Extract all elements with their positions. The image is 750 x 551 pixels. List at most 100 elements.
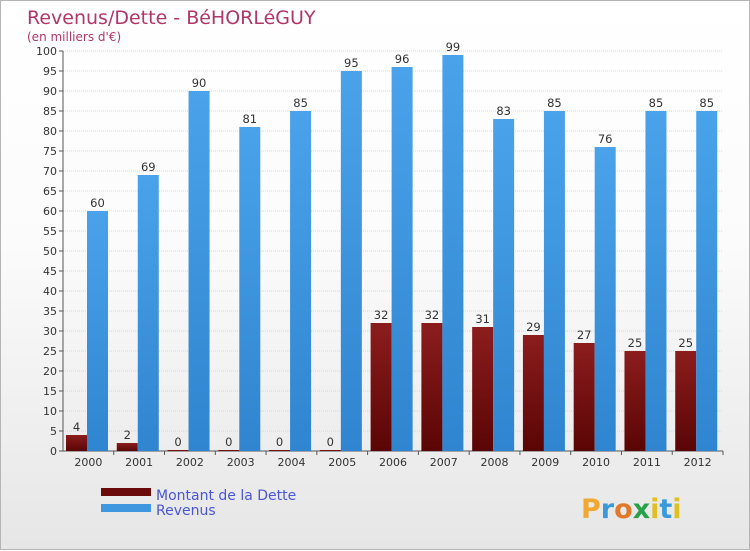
- y-tick-label: 30: [43, 325, 57, 338]
- data-label: 4: [73, 420, 80, 434]
- y-tick-label: 25: [43, 345, 57, 358]
- y-tick-label: 95: [43, 65, 57, 78]
- bar-revenus: [543, 111, 565, 451]
- x-tick-label: 2007: [430, 456, 458, 469]
- data-label: 96: [395, 52, 410, 66]
- legend: Montant de la Dette Revenus: [101, 488, 296, 519]
- x-tick-label: 2011: [633, 456, 661, 469]
- bar-dette: [522, 335, 544, 451]
- y-tick-label: 35: [43, 305, 57, 318]
- x-tick-label: 2008: [481, 456, 509, 469]
- x-tick-label: 2001: [125, 456, 153, 469]
- y-tick-label: 100: [36, 45, 57, 58]
- x-tick-label: 2003: [227, 456, 255, 469]
- data-label: 99: [446, 40, 461, 54]
- data-label: 32: [374, 308, 389, 322]
- legend-label-revenus: Revenus: [156, 503, 216, 519]
- data-label: 60: [90, 196, 105, 210]
- proxiti-logo: Proxiti: [581, 494, 682, 525]
- y-tick-label: 50: [43, 245, 57, 258]
- bar-revenus: [645, 111, 667, 451]
- y-tick-label: 0: [50, 445, 57, 458]
- data-label: 85: [547, 96, 562, 110]
- bar-layer: [66, 55, 718, 451]
- bar-revenus: [239, 127, 261, 451]
- bar-revenus: [340, 71, 362, 451]
- x-tick-label: 2010: [582, 456, 610, 469]
- y-tick-label: 55: [43, 225, 57, 238]
- data-label: 0: [225, 435, 232, 449]
- data-label: 27: [577, 328, 592, 342]
- y-tick-label: 45: [43, 265, 57, 278]
- data-label: 85: [699, 96, 714, 110]
- y-tick-label: 90: [43, 85, 57, 98]
- x-tick-label: 2006: [379, 456, 407, 469]
- x-tick-label: 2004: [277, 456, 305, 469]
- bar-dette: [218, 450, 240, 451]
- bar-revenus: [391, 67, 413, 451]
- x-tick-label: 2000: [74, 456, 102, 469]
- bar-dette: [421, 323, 443, 451]
- axis-layer: 0510152025303540455055606570758085909510…: [36, 45, 724, 469]
- y-tick-label: 65: [43, 185, 57, 198]
- legend-label-dette: Montant de la Dette: [156, 488, 296, 504]
- logo-letter: x: [633, 494, 650, 525]
- data-label: 0: [327, 435, 334, 449]
- bar-dette: [269, 450, 291, 451]
- data-label: 32: [425, 308, 440, 322]
- bar-revenus: [290, 111, 312, 451]
- bar-dette: [472, 327, 494, 451]
- data-label: 85: [649, 96, 664, 110]
- data-label: 31: [475, 312, 490, 326]
- logo-letter: r: [601, 494, 615, 525]
- data-label: 81: [242, 112, 257, 126]
- data-label: 25: [678, 336, 693, 350]
- data-label: 0: [276, 435, 283, 449]
- y-tick-label: 75: [43, 145, 57, 158]
- y-tick-label: 10: [43, 405, 57, 418]
- y-tick-label: 85: [43, 105, 57, 118]
- chart-title: Revenus/Dette - BéHORLéGUY: [27, 7, 316, 29]
- bar-dette: [116, 443, 138, 451]
- bar-revenus: [696, 111, 718, 451]
- y-tick-label: 5: [50, 425, 57, 438]
- legend-swatch-revenus: [101, 504, 151, 512]
- data-label: 0: [174, 435, 181, 449]
- bar-revenus: [137, 175, 159, 451]
- bar-dette: [167, 450, 189, 451]
- x-tick-label: 2002: [176, 456, 204, 469]
- bar-dette: [624, 351, 646, 451]
- bar-dette: [319, 450, 341, 451]
- bar-dette: [66, 435, 87, 451]
- data-label: 25: [628, 336, 643, 350]
- bar-revenus: [594, 147, 616, 451]
- logo-letter: o: [614, 494, 633, 525]
- label-layer: 4 60 2 69 0 90 0 81 0 85 0 95 32 96 32 99 31 83 29 85 27 76 25…: [73, 40, 714, 449]
- legend-swatch-dette: [101, 488, 151, 496]
- data-label: 76: [598, 132, 613, 146]
- x-tick-label: 2009: [531, 456, 559, 469]
- data-label: 29: [526, 320, 541, 334]
- logo-letter: t: [659, 494, 672, 525]
- bar-dette: [370, 323, 392, 451]
- bar-revenus: [87, 211, 108, 451]
- bar-dette: [573, 343, 595, 451]
- logo-letter: P: [581, 494, 601, 525]
- x-tick-label: 2005: [328, 456, 356, 469]
- data-label: 2: [124, 428, 131, 442]
- bar-revenus: [188, 91, 210, 451]
- bar-revenus: [442, 55, 464, 451]
- logo-letter: i: [650, 494, 659, 525]
- x-tick-label: 2012: [684, 456, 712, 469]
- y-tick-label: 70: [43, 165, 57, 178]
- data-label: 95: [344, 56, 359, 70]
- y-tick-label: 60: [43, 205, 57, 218]
- y-tick-label: 15: [43, 385, 57, 398]
- data-label: 69: [141, 160, 156, 174]
- data-label: 90: [192, 76, 207, 90]
- y-tick-label: 80: [43, 125, 57, 138]
- data-label: 83: [496, 104, 511, 118]
- logo-text: Proxiti: [581, 494, 682, 525]
